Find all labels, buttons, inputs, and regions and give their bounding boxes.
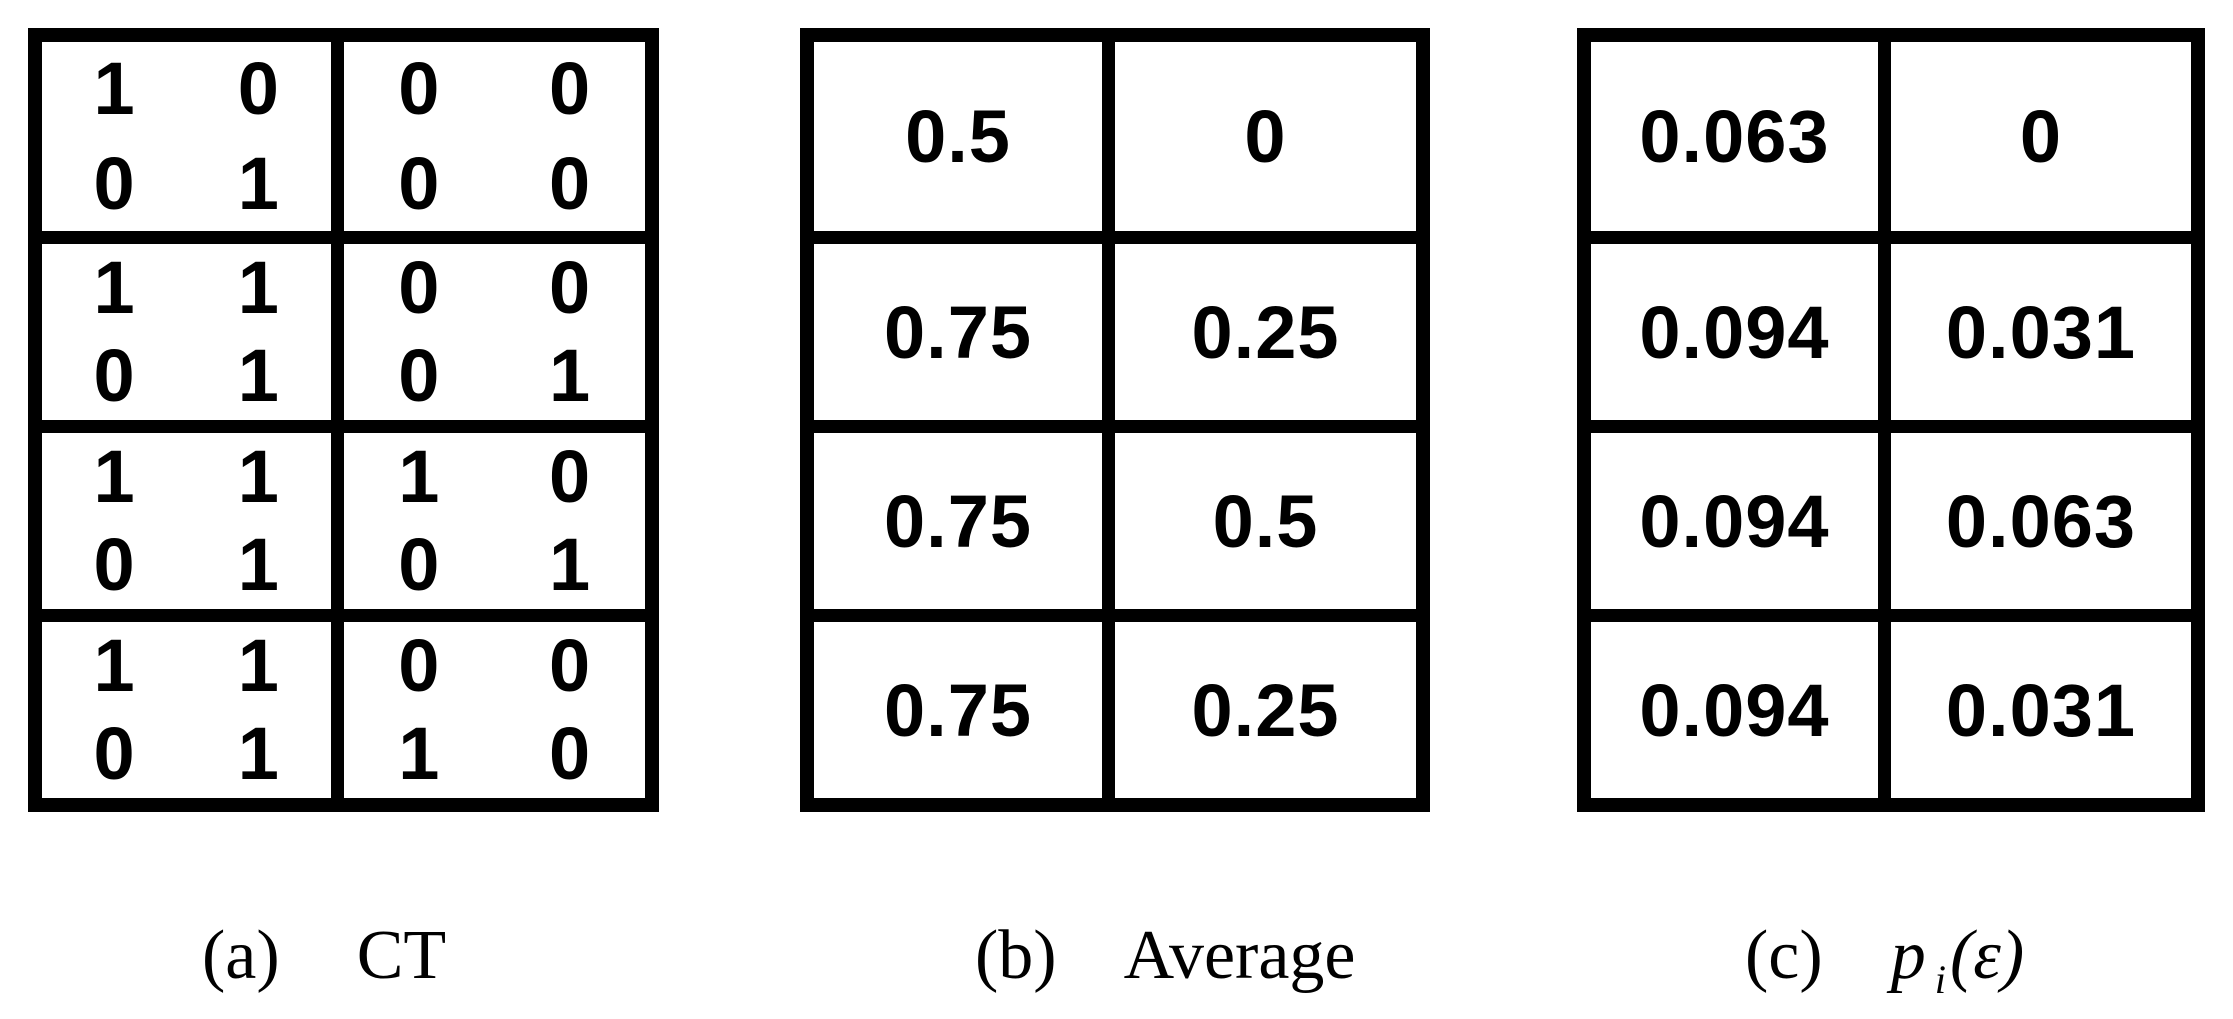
matrix-digit: 0 [398,334,440,417]
matrix-digit: 1 [398,712,440,795]
value-cell: 0.063 [1891,420,2191,609]
caption-c-label: (c) [1745,917,1823,994]
matrix-digit: 1 [549,523,591,606]
matrix-digit: 0 [549,435,591,518]
matrix-digit: 1 [93,435,135,518]
matrix-digit: 1 [549,334,591,417]
caption-b-label: (b) [975,917,1057,994]
value-cell: 0 [1244,95,1287,178]
matrix-cell: 0 0 0 0 [344,42,646,231]
value-cell: 0.094 [1591,420,1891,609]
matrix-digit: 1 [237,246,279,329]
matrix-digit: 0 [549,624,591,707]
matrix-digit: 0 [398,624,440,707]
matrix-digit: 0 [398,246,440,329]
formula-subscript: i [1934,957,1946,1002]
matrix-cell: 1 1 0 1 [42,609,344,798]
matrix-digit: 0 [549,712,591,795]
matrix-digit: 1 [237,141,279,225]
matrix-digit: 0 [93,523,135,606]
matrix-digit: 1 [237,624,279,707]
table-average: 0.5 0 0.75 0.25 0.75 0.5 0.75 0.25 [800,28,1430,812]
formula-argument: (ε) [1949,917,2025,994]
matrix-digit: 0 [549,47,591,131]
matrix-digit: 0 [93,334,135,417]
matrix-digit: 0 [398,141,440,225]
matrix-digit: 1 [237,712,279,795]
matrix-cell: 1 1 0 1 [42,420,344,609]
value-cell: 0.031 [1891,231,2191,420]
value-cell: 0.75 [814,420,1115,609]
value-cell: 0.031 [1891,609,2191,798]
matrix-digit: 1 [237,334,279,417]
matrix-digit: 0 [93,712,135,795]
value-cell: 0 [2019,95,2063,178]
matrix-cell: 1 0 0 1 [343,420,645,609]
caption-a-label: (a) [202,917,280,994]
caption-b-title: Average [1123,917,1356,994]
matrix-cell: 0 0 1 0 [343,609,645,798]
value-cell: 0.25 [1115,609,1416,798]
value-cell: 0.094 [1591,609,1891,798]
caption-a: (a) CT [202,916,446,997]
matrix-cell: 1 0 0 1 [42,42,344,231]
value-cell: 0.063 [1591,42,1891,231]
table-pi-epsilon: 0.063 0 0.094 0.031 0.094 0.063 0.094 0.… [1577,28,2205,812]
matrix-digit: 0 [549,246,591,329]
matrix-digit: 1 [93,246,135,329]
matrix-digit: 1 [93,47,135,131]
caption-c: (c) p i(ε) [1745,916,2024,1004]
value-cell: 0.094 [1591,231,1891,420]
matrix-digit: 1 [93,624,135,707]
matrix-digit: 1 [398,435,440,518]
value-cell: 0.75 [814,231,1115,420]
formula-variable: p [1890,917,1926,994]
value-cell: 0.5 [1115,420,1416,609]
matrix-cell: 1 1 0 1 [42,231,344,420]
value-cell: 0.25 [1115,231,1416,420]
caption-b: (b) Average [975,916,1356,997]
matrix-digit: 0 [549,141,591,225]
matrix-digit: 1 [237,523,279,606]
table-ct: 1 0 0 1 0 0 0 0 1 1 0 1 0 0 0 1 1 1 0 1 … [28,28,659,812]
matrix-digit: 0 [398,523,440,606]
matrix-digit: 0 [398,47,440,131]
matrix-digit: 0 [93,141,135,225]
caption-a-title: CT [356,917,447,994]
matrix-digit: 1 [237,435,279,518]
matrix-digit: 0 [237,47,279,131]
caption-c-formula: p i(ε) [1891,916,2025,1004]
value-cell: 0.75 [814,609,1115,798]
value-cell: 0.5 [814,42,1115,231]
matrix-cell: 0 0 0 1 [343,231,645,420]
